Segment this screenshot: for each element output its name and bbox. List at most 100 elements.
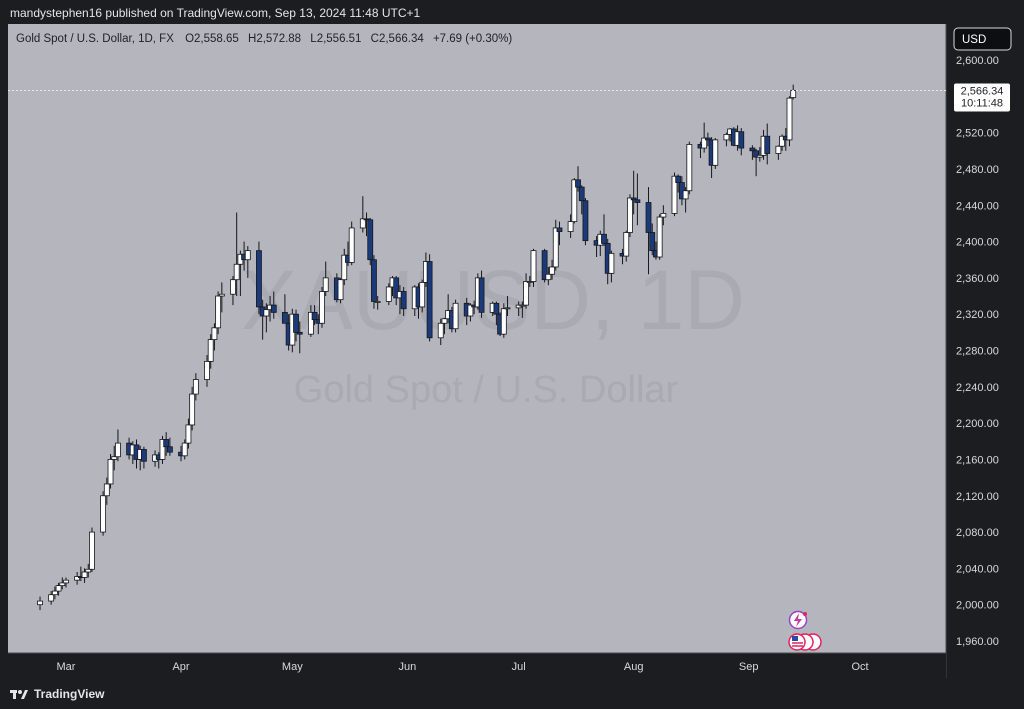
- price-tick-label: 2,600.00: [956, 55, 999, 67]
- candle: [166, 437, 173, 456]
- candle-body: [608, 252, 615, 274]
- time-tick-label: Jul: [512, 661, 526, 673]
- legend-open-value: 2,558.65: [194, 33, 239, 45]
- price-scale-panel[interactable]: [946, 24, 1016, 678]
- candle: [704, 132, 711, 147]
- candle: [545, 266, 552, 286]
- candle-body: [686, 144, 693, 192]
- candle-body: [393, 277, 400, 299]
- candle-body: [749, 147, 756, 152]
- lightning-event-icon[interactable]: [788, 610, 808, 630]
- candle-body: [704, 137, 711, 141]
- candle: [341, 248, 348, 286]
- candle-body: [367, 219, 374, 261]
- candle-body: [385, 286, 392, 302]
- candle-body: [567, 221, 574, 232]
- candle: [452, 299, 459, 333]
- candle: [293, 309, 299, 342]
- price-tick-label: 2,160.00: [956, 454, 999, 466]
- candle: [63, 577, 69, 588]
- candle-body: [181, 442, 188, 457]
- candle: [578, 185, 585, 215]
- candle: [575, 166, 581, 192]
- candle-body: [601, 233, 607, 244]
- candle-body: [649, 232, 656, 252]
- candle: [608, 250, 615, 283]
- candle: [530, 248, 537, 287]
- candle: [779, 134, 785, 151]
- candle-body: [519, 304, 526, 307]
- candle-body: [671, 175, 678, 214]
- candle-body: [786, 97, 793, 141]
- candle-body: [504, 307, 511, 310]
- candle-body: [467, 304, 474, 317]
- candle: [552, 219, 559, 271]
- candle: [712, 138, 719, 169]
- candle: [363, 212, 370, 237]
- price-tick-label: 2,080.00: [956, 527, 999, 539]
- candle: [500, 303, 507, 338]
- time-tick-label: Apr: [172, 661, 189, 673]
- candle: [322, 261, 329, 297]
- currency-button[interactable]: USD: [953, 27, 1012, 51]
- candle: [623, 230, 630, 262]
- candle: [775, 145, 782, 160]
- candle-body: [141, 449, 147, 462]
- candle: [233, 212, 240, 297]
- candle-body: [256, 250, 262, 308]
- candle-body: [493, 302, 500, 315]
- legend-change: +7.69 (+0.30%): [433, 33, 512, 45]
- publisher-header: mandystephen16 published on TradingView.…: [0, 0, 1024, 24]
- candle: [549, 259, 555, 280]
- candle: [181, 439, 188, 460]
- candle-body: [582, 200, 589, 242]
- candle: [107, 453, 114, 489]
- price-tick-label: 2,240.00: [956, 382, 999, 394]
- candle: [567, 214, 574, 238]
- candle-body: [723, 134, 730, 141]
- candle-body: [48, 594, 55, 602]
- candle: [348, 221, 355, 266]
- candle-body: [218, 293, 225, 297]
- price-tick-label: 2,320.00: [956, 309, 999, 321]
- candle-body: [541, 250, 548, 281]
- candle: [296, 321, 303, 354]
- candle: [207, 334, 214, 369]
- price-tick-label: 1,960.00: [956, 636, 999, 648]
- candle: [686, 141, 693, 195]
- candle: [523, 273, 529, 309]
- candle-body: [348, 227, 355, 263]
- price-tick-label: 2,040.00: [956, 563, 999, 575]
- candle-body: [282, 311, 288, 324]
- candle: [189, 386, 196, 431]
- candle: [630, 170, 637, 215]
- candle-body: [192, 379, 199, 395]
- candle-body: [207, 339, 214, 362]
- candle: [51, 586, 58, 600]
- candle-body: [371, 259, 377, 302]
- svg-text:Gold Spot / U.S. Dollar, 1D, F: Gold Spot / U.S. Dollar, 1D, FX O2,558.6…: [16, 33, 512, 45]
- candle: [59, 577, 66, 590]
- time-axis-ticks: Mar Apr May Jun Jul Aug Sep Oct: [57, 661, 869, 673]
- time-scale-panel[interactable]: [8, 653, 946, 678]
- candle: [270, 291, 277, 319]
- price-tick-label: 2,200.00: [956, 418, 999, 430]
- candle-body: [571, 179, 578, 222]
- candle: [230, 276, 236, 306]
- tradingview-footer[interactable]: TradingView: [10, 685, 104, 703]
- legend: Gold Spot / U.S. Dollar, 1D, FX O2,558.6…: [16, 33, 512, 45]
- candle: [753, 148, 760, 177]
- candle-body: [530, 250, 537, 282]
- candle: [367, 217, 374, 266]
- candle-body: [556, 227, 563, 232]
- price-chart[interactable]: XAUUSD, 1D Gold Spot / U.S. Dollar Gold …: [8, 24, 1016, 678]
- us-flag-event-icon[interactable]: [788, 633, 822, 651]
- candle-body: [500, 308, 507, 335]
- candle-body: [575, 179, 581, 188]
- candle: [419, 279, 426, 313]
- candle-body: [230, 279, 236, 295]
- candle: [55, 582, 62, 596]
- watermark-name: Gold Spot / U.S. Dollar: [294, 369, 679, 411]
- candle-body: [263, 309, 270, 317]
- candle-body: [59, 582, 66, 587]
